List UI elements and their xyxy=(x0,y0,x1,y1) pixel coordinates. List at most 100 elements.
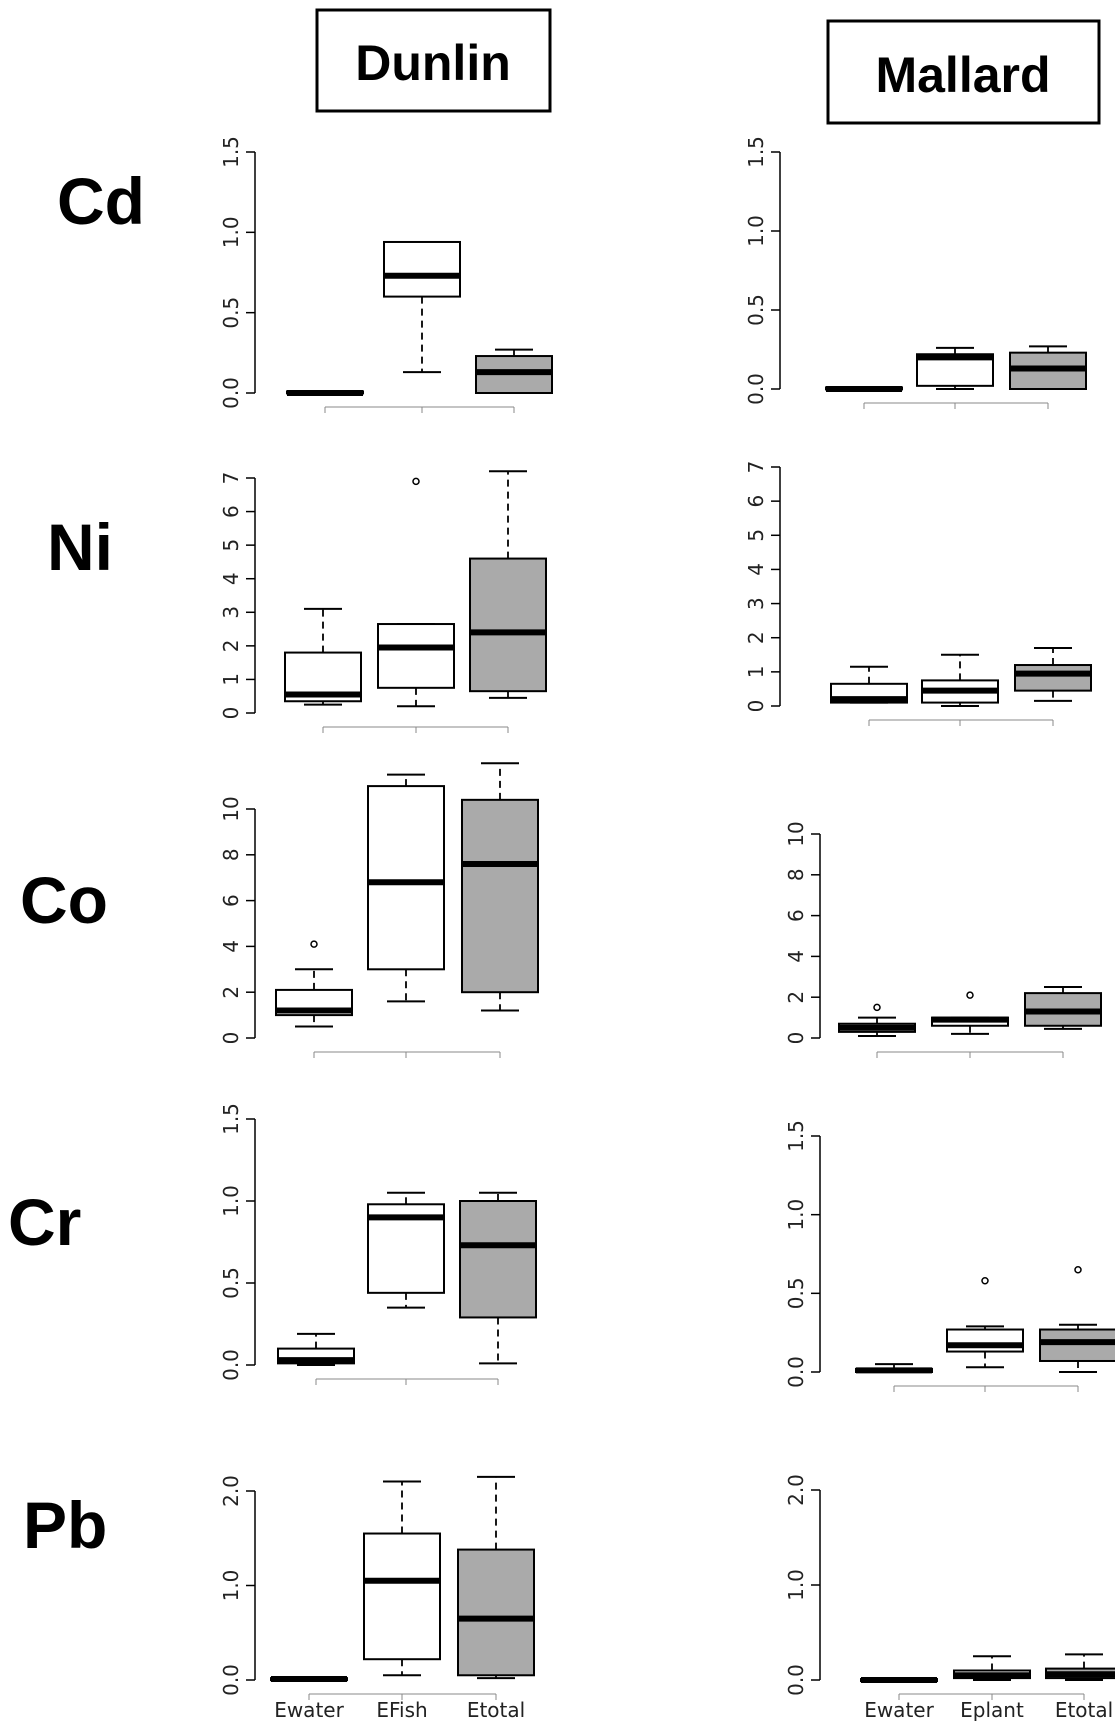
y-tick-label: 2.0 xyxy=(784,1474,808,1506)
box-efish xyxy=(377,477,455,708)
y-tick-label: 1.0 xyxy=(744,215,768,247)
box-eplant xyxy=(946,1276,1024,1369)
x-category-label-etotal: Etotal xyxy=(467,1698,525,1721)
box-body xyxy=(367,785,445,971)
outlier-point xyxy=(1074,1265,1082,1274)
boxplot-panel-mallard-cr: 0.0 0.5 1.0 1.5 xyxy=(784,1120,1115,1392)
y-tick-label: 0.0 xyxy=(784,1664,808,1696)
boxplot-panel-dunlin-cr: 0.0 0.5 1.0 1.5 xyxy=(219,1103,537,1385)
row-label-cd: Cd xyxy=(57,164,145,238)
y-tick-label: 0 xyxy=(784,1032,808,1045)
box-ewater xyxy=(277,1332,355,1366)
y-tick-label: 2 xyxy=(744,631,768,644)
y-tick-label: 6 xyxy=(219,894,243,907)
x-category-label-efish: EFish xyxy=(376,1698,427,1721)
box-etotal xyxy=(1024,986,1102,1030)
y-tick-label: 10 xyxy=(219,796,243,821)
column-headers: Dunlin Mallard xyxy=(315,8,1101,125)
box-body xyxy=(1039,1328,1115,1362)
boxplot-panel-mallard-co: 0 2 4 6 8 10 xyxy=(784,821,1102,1058)
y-tick-label: 1.5 xyxy=(784,1120,808,1152)
y-tick-label: 1 xyxy=(744,665,768,678)
box-body xyxy=(459,1200,537,1319)
box-eplant xyxy=(953,1655,1031,1681)
box-etotal xyxy=(461,762,539,1012)
y-tick-label: 2 xyxy=(219,986,243,999)
x-category-label-ewater: Ewater xyxy=(864,1698,934,1721)
y-tick-label: 0.5 xyxy=(784,1277,808,1309)
y-tick-label: 0.0 xyxy=(219,1349,243,1381)
row-label-pb: Pb xyxy=(23,1488,107,1562)
outlier-point xyxy=(966,991,974,999)
box-ewater xyxy=(838,1003,916,1037)
y-tick-label: 5 xyxy=(744,529,768,542)
row-labels: Cd Ni Co Cr Pb xyxy=(8,164,145,1562)
column-title-mallard: Mallard xyxy=(875,47,1050,103)
y-tick-label: 1 xyxy=(219,673,243,686)
y-tick-label: 0.0 xyxy=(219,377,243,409)
y-tick-label: 1.5 xyxy=(219,136,243,168)
boxplot-panel-dunlin-ni: 0 1 2 3 4 5 6 7 xyxy=(219,470,547,733)
box-etotal xyxy=(1014,646,1092,702)
box-body xyxy=(1014,664,1092,692)
row-label-cr: Cr xyxy=(8,1185,81,1259)
box-efish xyxy=(367,773,445,1003)
y-tick-label: 6 xyxy=(744,495,768,508)
box-ewater xyxy=(275,940,353,1028)
y-tick-label: 0 xyxy=(219,707,243,720)
y-tick-label: 1.0 xyxy=(219,216,243,248)
box-ewater xyxy=(286,390,364,396)
column-title-dunlin: Dunlin xyxy=(355,35,511,91)
y-tick-label: 8 xyxy=(784,868,808,881)
box-body xyxy=(469,557,547,693)
boxplot-panel-mallard-ni: 0 1 2 3 4 5 6 7 xyxy=(744,461,1092,726)
y-tick-label: 1.0 xyxy=(219,1185,243,1217)
column-header-mallard: Mallard xyxy=(826,19,1101,125)
y-tick-label: 6 xyxy=(219,505,243,518)
y-tick-label: 0.0 xyxy=(744,373,768,405)
box-ewater xyxy=(825,386,903,392)
box-eplant xyxy=(931,991,1009,1035)
boxplot-panel-dunlin-cd: 0.0 0.5 1.0 1.5 xyxy=(219,136,553,413)
y-tick-label: 4 xyxy=(784,950,808,963)
y-tick-label: 7 xyxy=(219,472,243,485)
boxplot-panel-mallard-cd: 0.0 0.5 1.0 1.5 xyxy=(744,136,1087,409)
y-tick-label: 0.5 xyxy=(744,294,768,326)
box-efish xyxy=(367,1191,445,1309)
box-body xyxy=(457,1548,535,1677)
box-ewater xyxy=(855,1363,933,1374)
box-etotal xyxy=(459,1191,537,1365)
y-tick-label: 0.5 xyxy=(219,1267,243,1299)
y-tick-label: 4 xyxy=(744,563,768,576)
outlier-point xyxy=(412,477,420,486)
y-tick-label: 4 xyxy=(219,940,243,953)
box-body xyxy=(363,1532,441,1661)
box-ewater xyxy=(270,1676,348,1683)
y-tick-label: 2 xyxy=(784,991,808,1004)
boxplot-panel-mallard-pb: 0.0 1.0 2.0 Ewater Eplant Etotal xyxy=(784,1474,1115,1721)
box-ewater xyxy=(860,1677,938,1683)
box-eplant xyxy=(916,346,994,390)
y-tick-label: 0 xyxy=(744,700,768,713)
column-header-dunlin: Dunlin xyxy=(315,8,552,113)
row-label-ni: Ni xyxy=(47,510,113,584)
box-etotal xyxy=(1009,345,1087,391)
y-tick-label: 1.5 xyxy=(744,136,768,168)
box-etotal xyxy=(475,348,553,394)
y-tick-label: 2 xyxy=(219,639,243,652)
chart-panels: 0.0 0.5 1.0 1.5 0.0 0.5 1.0 1.5 0 1 2 3 4 5 6 7 0 1 2 3 4 5 6 7… xyxy=(219,136,1115,1721)
outlier-point xyxy=(310,940,318,948)
box-ewater xyxy=(284,607,362,706)
box-etotal xyxy=(457,1475,535,1680)
y-tick-label: 0.0 xyxy=(219,1664,243,1696)
y-tick-label: 3 xyxy=(744,597,768,610)
box-etotal xyxy=(469,470,547,699)
y-tick-label: 10 xyxy=(784,821,808,846)
box-efish xyxy=(383,240,461,374)
y-tick-label: 1.0 xyxy=(784,1199,808,1231)
y-tick-label: 1.0 xyxy=(784,1569,808,1601)
box-eplant xyxy=(921,653,999,707)
y-tick-label: 7 xyxy=(744,461,768,474)
box-body xyxy=(377,623,455,689)
